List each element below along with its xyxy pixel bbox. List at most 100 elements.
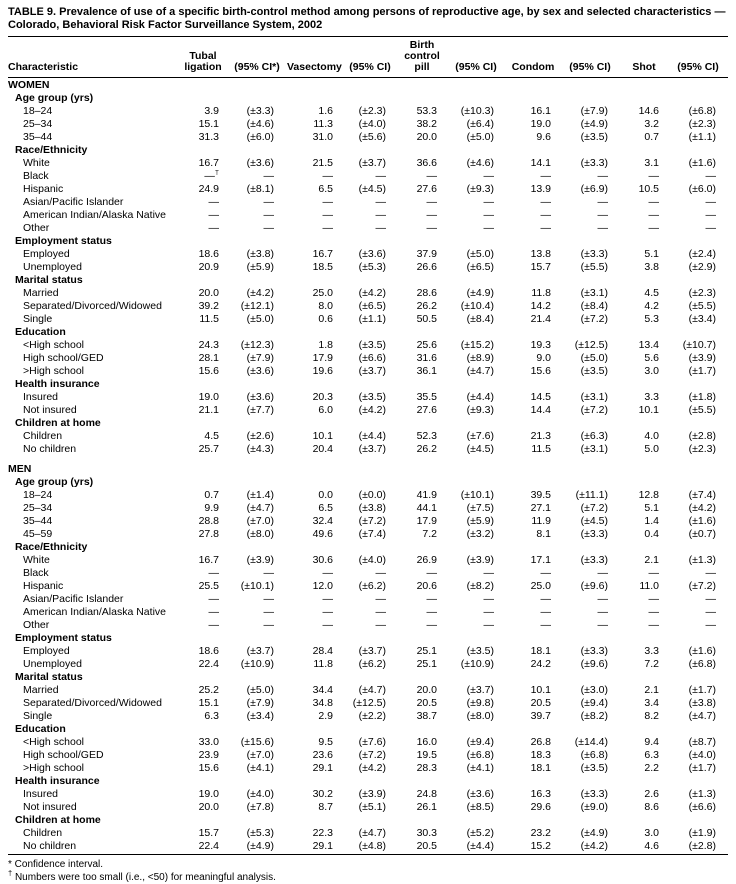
cell-value: 10.5 (638, 182, 659, 195)
cell-value: 12.8 (638, 488, 659, 501)
cell-value: 4.5 (204, 429, 219, 442)
cell-ci: (±8.4) (580, 299, 608, 312)
cell-value: 10.1 (638, 403, 659, 416)
cell-ci: (±7.4) (358, 527, 386, 540)
cell-value: 10.1 (312, 429, 333, 442)
cell-value: 28.8 (198, 514, 219, 527)
table-row: Married 25.2 (±5.0) 34.4 (±4.7) 20.0 (±3.7) 10.… (8, 684, 728, 697)
cell-ci: (±5.9) (466, 514, 494, 527)
cell-value: — (648, 221, 660, 234)
cell-value: 28.4 (312, 644, 333, 657)
group-row: Health insurance (8, 775, 728, 788)
cell-value: 20.0 (416, 130, 437, 143)
cell-ci: — (375, 566, 387, 579)
cell-value: 26.1 (416, 800, 437, 813)
group-row: Race/Ethnicity (8, 144, 728, 157)
table-title: TABLE 9. Prevalence of use of a specific… (8, 6, 728, 37)
cell-value: 36.1 (416, 364, 437, 377)
cell-value: 6.3 (204, 709, 219, 722)
group-label: Marital status (15, 273, 83, 286)
cell-ci: (±3.5) (358, 338, 386, 351)
cell-value: 26.2 (416, 442, 437, 455)
cell-ci: — (263, 169, 275, 182)
cell-value: 3.9 (204, 104, 219, 117)
cell-value: 9.0 (536, 351, 551, 364)
cell-ci: — (597, 208, 609, 221)
cell-value: 16.7 (198, 156, 219, 169)
group-label: Health insurance (15, 377, 100, 390)
cell-ci: (±1.7) (688, 683, 716, 696)
table-row: Hispanic 25.5 (±10.1) 12.0 (±6.2) 20.6 (±8.2) 2… (8, 580, 728, 593)
row-label: No children (23, 442, 77, 455)
cell-ci: — (375, 208, 387, 221)
cell-value: — (426, 605, 438, 618)
cell-ci: (±3.3) (580, 787, 608, 800)
row-label: 25–34 (23, 501, 53, 514)
cell-ci: (±6.2) (358, 579, 386, 592)
row-label: Separated/Divorced/Widowed (23, 696, 162, 709)
cell-ci: (±7.9) (246, 351, 274, 364)
cell-ci: — (597, 195, 609, 208)
cell-ci: (±3.1) (580, 286, 608, 299)
cell-value: 6.0 (318, 403, 333, 416)
group-label: Children at home (15, 813, 101, 826)
cell-value: — (322, 566, 334, 579)
row-label: >High school (23, 761, 84, 774)
cell-ci: (±3.7) (358, 442, 386, 455)
table-row: Separated/Divorced/Widowed 39.2 (±12.1) 8.0… (8, 300, 728, 313)
cell-value: 3.3 (644, 390, 659, 403)
table-row: Unemployed 22.4 (±10.9) 11.8 (±6.2) 25.1 (±10.… (8, 658, 728, 671)
cell-value: — (540, 592, 552, 605)
cell-ci: (±2.3) (688, 117, 716, 130)
table-row: White 16.7 (±3.9) 30.6 (±4.0) 26.9 (±3.9) 17.1 (… (8, 554, 728, 567)
row-label: Single (23, 312, 53, 325)
cell-ci: (±6.0) (246, 130, 274, 143)
cell-ci: (±0.0) (358, 488, 386, 501)
cell-ci: (±5.5) (688, 299, 716, 312)
cell-value: 23.2 (530, 826, 551, 839)
cell-value: 6.5 (318, 501, 333, 514)
cell-value: 4.6 (644, 839, 659, 852)
cell-ci: (±6.8) (688, 104, 716, 117)
cell-value: 7.2 (422, 527, 437, 540)
cell-ci: (±3.6) (466, 787, 494, 800)
cell-value: 17.1 (530, 553, 551, 566)
cell-ci: (±3.4) (688, 312, 716, 325)
cell-ci: (±3.5) (580, 761, 608, 774)
table-row: Separated/Divorced/Widowed 15.1 (±7.9) 34.8… (8, 697, 728, 710)
cell-value: — (648, 618, 660, 631)
row-label: Separated/Divorced/Widowed (23, 299, 162, 312)
cell-value: 1.4 (644, 514, 659, 527)
group-row: Health insurance (8, 378, 728, 391)
row-label: White (23, 553, 50, 566)
cell-value: 1.8 (318, 338, 333, 351)
cell-ci: (±4.2) (688, 501, 716, 514)
table-row: 35–44 31.3 (±6.0) 31.0 (±5.6) 20.0 (±5.0) 9.6 (±… (8, 131, 728, 144)
cell-ci: (±10.1) (460, 488, 494, 501)
column-header-ci: (95% CI) (342, 36, 398, 78)
table-row: >High school 15.6 (±3.6) 19.6 (±3.7) 36.1 (±4.… (8, 365, 728, 378)
cell-value: — (540, 195, 552, 208)
table-row: White 16.7 (±3.6) 21.5 (±3.7) 36.6 (±4.6) 14.1 (… (8, 157, 728, 170)
row-label: Children (23, 826, 63, 839)
group-label: Employment status (15, 631, 112, 644)
cell-value: 5.3 (644, 312, 659, 325)
cell-value: 20.3 (312, 390, 333, 403)
cell-value: 18.5 (312, 260, 333, 273)
cell-ci: (±3.7) (358, 156, 386, 169)
cell-value: 4.0 (644, 429, 659, 442)
cell-ci: (±10.9) (240, 657, 274, 670)
cell-value: 14.1 (530, 156, 551, 169)
row-label: High school/GED (23, 351, 104, 364)
table-row: Employed 18.6 (±3.7) 28.4 (±3.7) 25.1 (±3.5) 18… (8, 645, 728, 658)
cell-value: 25.2 (198, 683, 219, 696)
cell-value: 15.1 (198, 696, 219, 709)
cell-value: 20.5 (416, 839, 437, 852)
table-row: Other — — — — — — — — — — (8, 619, 728, 632)
row-label: 35–44 (23, 130, 53, 143)
row-label: Insured (23, 787, 59, 800)
cell-ci: (±8.0) (246, 527, 274, 540)
cell-value: — (208, 618, 220, 631)
cell-ci: (±3.7) (246, 644, 274, 657)
cell-ci: — (705, 221, 717, 234)
